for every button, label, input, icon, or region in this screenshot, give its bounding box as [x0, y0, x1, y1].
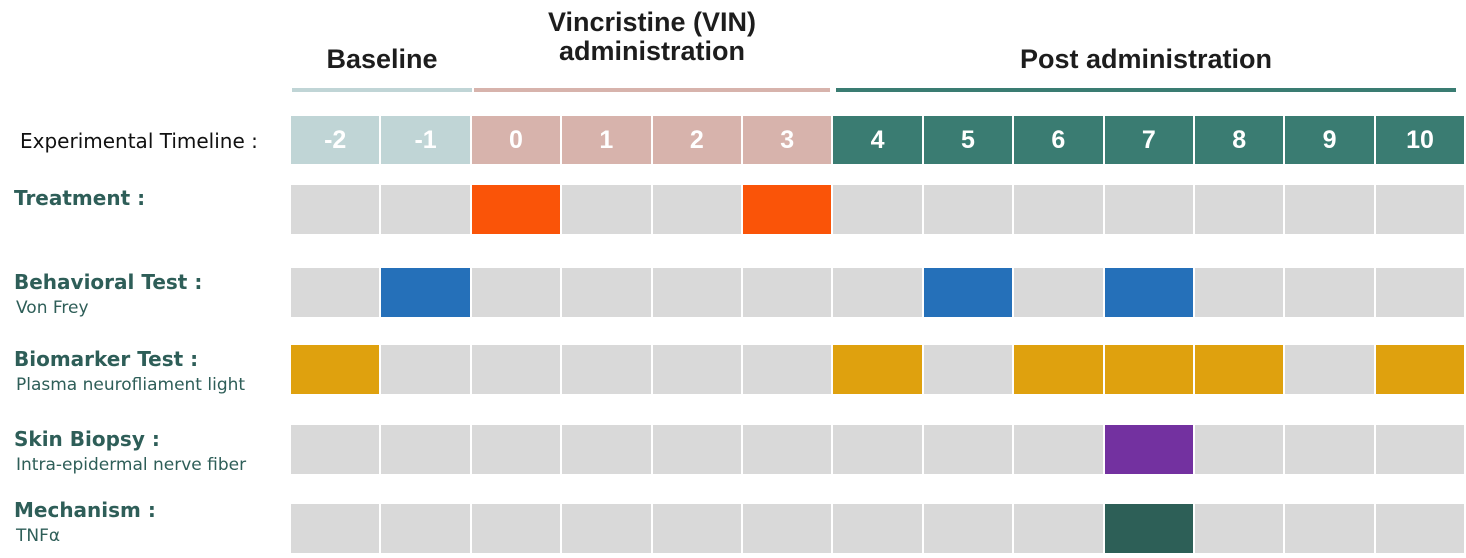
timeline-cell: [743, 425, 832, 474]
timeline-cell: [1014, 504, 1103, 553]
timeline-cell-active: [743, 185, 832, 234]
phase-post-line: [836, 88, 1456, 92]
timeline-cell: [471, 425, 561, 474]
timeline-cell: [923, 425, 1013, 474]
timeline-cell: [1195, 425, 1284, 474]
phase-vin-label: Vincristine (VIN) administration: [547, 7, 757, 66]
timeline-cell: [743, 345, 832, 394]
phase-vin-line: [474, 88, 830, 92]
timeline-cell: [1195, 185, 1284, 234]
row-title-skin-biopsy: Skin Biopsy :: [14, 427, 160, 451]
timeline-cell: [1104, 185, 1193, 234]
timeline-cell: [743, 504, 832, 553]
row-title-treatment: Treatment :: [14, 186, 146, 210]
day-cell: 6: [1014, 116, 1103, 164]
timeline-cell: [1014, 185, 1103, 234]
timeline-cell: [833, 425, 922, 474]
phase-post-label: Post administration: [1019, 44, 1273, 74]
timeline-cell: [1195, 504, 1284, 553]
day-cell: 8: [1195, 116, 1284, 164]
timeline-cell: [381, 425, 470, 474]
timeline-cell: [291, 185, 380, 234]
timeline-cell: [1014, 425, 1103, 474]
timeline-cell: [743, 268, 832, 317]
timeline-cell: [1285, 504, 1374, 553]
timeline-cell: [833, 185, 922, 234]
timeline-cell: [1195, 268, 1284, 317]
timeline-cell: [471, 268, 561, 317]
timeline-cell-active: [1375, 345, 1465, 394]
timeline-cell-active: [1104, 425, 1193, 474]
day-cell: 9: [1285, 116, 1374, 164]
row-subtitle-behavioral: Von Frey: [16, 298, 89, 318]
timeline-cell: [1285, 345, 1374, 394]
timeline-cell-active: [1104, 268, 1193, 317]
row-subtitle-skin-biopsy: Intra-epidermal nerve fiber: [16, 455, 247, 475]
timeline-cell-active: [1014, 345, 1103, 394]
day-cell: -2: [291, 116, 380, 164]
row-subtitle-biomarker: Plasma neurofliament light: [16, 375, 246, 395]
timeline-cell-active: [833, 345, 922, 394]
day-cell: 0: [471, 116, 561, 164]
timeline-cell: [471, 504, 561, 553]
timeline-cell: [652, 345, 741, 394]
timeline-cell: [1375, 425, 1465, 474]
timeline-cell: [652, 185, 741, 234]
timeline-cell: [291, 504, 380, 553]
timeline-cell: [381, 185, 470, 234]
timeline-cell: [1285, 185, 1374, 234]
timeline-cell: [652, 504, 741, 553]
day-cell: 4: [833, 116, 922, 164]
timeline-cell: [291, 425, 380, 474]
timeline-cell: [1375, 185, 1465, 234]
timeline-cell: [923, 345, 1013, 394]
timeline-cell: [833, 268, 922, 317]
timeline-cell: [471, 345, 561, 394]
phase-baseline-line: [292, 88, 472, 92]
row-title-mechanism: Mechanism :: [14, 498, 156, 522]
timeline-cell: [381, 504, 470, 553]
timeline-cell: [562, 268, 651, 317]
timeline-cell: [291, 268, 380, 317]
day-cell: 5: [923, 116, 1013, 164]
timeline-cell: [562, 504, 651, 553]
row-subtitle-mechanism: TNFα: [16, 526, 61, 546]
day-cell: -1: [381, 116, 470, 164]
timeline-cell: [562, 185, 651, 234]
day-cell: 2: [652, 116, 741, 164]
timeline-cell: [1285, 425, 1374, 474]
day-cell: 3: [743, 116, 832, 164]
timeline-cell-active: [471, 185, 561, 234]
phase-baseline-label: Baseline: [326, 44, 438, 74]
timeline-cell-active: [1195, 345, 1284, 394]
timeline-cell: [923, 504, 1013, 553]
timeline-cell: [1375, 504, 1465, 553]
timeline-cell-active: [291, 345, 380, 394]
day-cell: 7: [1104, 116, 1193, 164]
timeline-label: Experimental Timeline :: [20, 129, 258, 153]
timeline-cell-active: [381, 268, 470, 317]
timeline-cell: [562, 345, 651, 394]
timeline-cell: [1014, 268, 1103, 317]
timeline-cell: [833, 504, 922, 553]
timeline-cell-active: [1104, 504, 1193, 553]
timeline-cell: [1375, 268, 1465, 317]
row-title-behavioral: Behavioral Test :: [14, 270, 203, 294]
timeline-cell: [381, 345, 470, 394]
day-cell: 1: [562, 116, 651, 164]
timeline-cell-active: [923, 268, 1013, 317]
timeline-cell: [1285, 268, 1374, 317]
row-title-biomarker: Biomarker Test :: [14, 347, 199, 371]
timeline-cell: [652, 268, 741, 317]
timeline-cell: [923, 185, 1013, 234]
timeline-cell: [562, 425, 651, 474]
timeline-cell-active: [1104, 345, 1193, 394]
timeline-cell: [652, 425, 741, 474]
day-cell: 10: [1375, 116, 1465, 164]
